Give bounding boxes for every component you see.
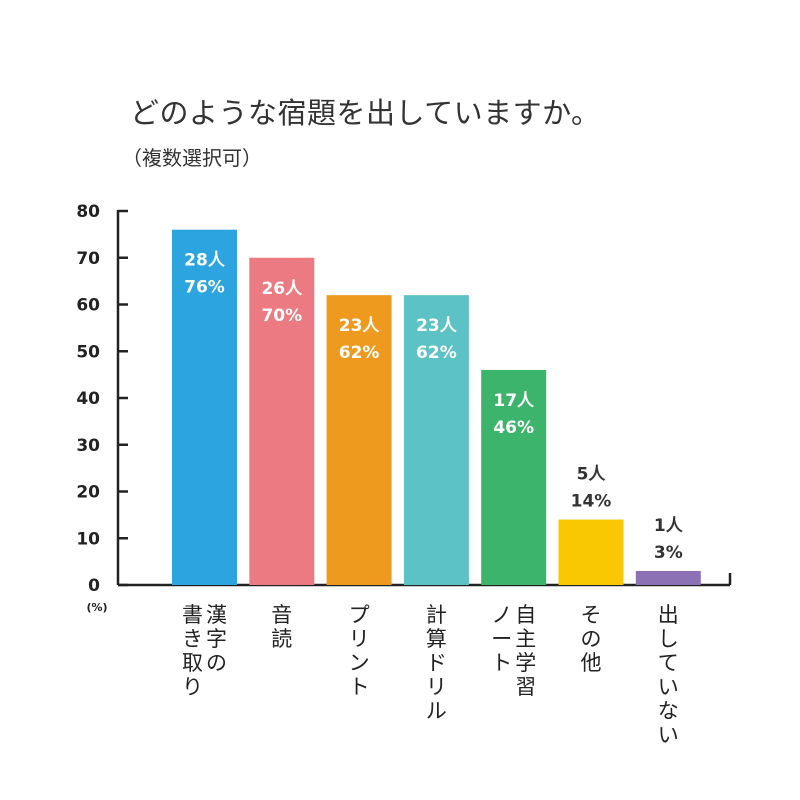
y-unit-label: (%) [86, 601, 107, 614]
category-char: の [581, 627, 602, 651]
data-labels: 28人 76% 26人 70% 23人 62% 23人 62% 17人 46% 5人 14% 1人 3% [184, 251, 684, 563]
category-char: ン [349, 651, 370, 675]
category-label-line: その他 [581, 603, 602, 675]
y-tick-label: 30 [76, 436, 100, 456]
data-label-count: 17人 [493, 391, 535, 411]
category-label-line: 計算ドリル [426, 603, 447, 723]
bar [481, 369, 547, 585]
y-tick-label: 20 [76, 483, 100, 503]
category-char: り [182, 675, 203, 699]
category-label: 音読 [271, 603, 292, 651]
data-label-count: 23人 [339, 316, 381, 336]
category-char: 学 [515, 651, 536, 675]
category-char: リ [349, 627, 370, 651]
category-label-line: 書き取り [182, 603, 203, 699]
category-char: 算 [426, 627, 447, 651]
bar [172, 229, 237, 585]
category-char: 他 [581, 651, 602, 675]
bar [403, 295, 469, 585]
category-char: 字 [206, 627, 227, 651]
category-char: 音 [271, 603, 292, 627]
data-label-percent: 70% [261, 306, 302, 326]
category-char: 出 [658, 603, 679, 627]
category-char: い [658, 723, 679, 747]
data-label-count: 5人 [577, 465, 607, 485]
category-char: ド [426, 651, 447, 675]
data-label-count: 28人 [184, 251, 226, 271]
data-label-count: 1人 [654, 516, 684, 536]
y-tick-label: 40 [76, 389, 100, 409]
category-char: そ [581, 603, 602, 627]
category-label-line: 自主学習 [515, 603, 536, 699]
category-label-line: 出していない [658, 603, 679, 747]
data-label-percent: 62% [339, 343, 380, 363]
category-char: な [658, 699, 679, 723]
category-label: プリント [349, 603, 370, 699]
category-char: ノ [491, 603, 512, 627]
category-char: リ [426, 675, 447, 699]
category-char: 自 [515, 603, 536, 627]
category-char: 漢 [206, 603, 227, 627]
y-tick-label: 80 [76, 202, 100, 222]
category-char: 読 [271, 627, 292, 651]
category-char: ー [491, 627, 512, 651]
category-label-line: 漢字の [206, 603, 227, 675]
bar [635, 570, 701, 585]
data-label-percent: 46% [493, 418, 534, 438]
category-char: 習 [515, 675, 536, 699]
y-tick-label: 70 [76, 249, 100, 269]
category-char: ル [426, 699, 447, 723]
category-char: ト [349, 675, 370, 699]
bar [249, 257, 315, 585]
y-tick-label: 0 [88, 576, 100, 596]
category-char: 書 [182, 603, 203, 627]
y-tick-label: 50 [76, 342, 100, 362]
data-label-percent: 14% [571, 492, 612, 512]
category-label: 出していない [658, 603, 679, 747]
chart-subtitle: （複数選択可） [122, 146, 262, 170]
category-char: い [658, 675, 679, 699]
data-label-percent: 76% [184, 278, 225, 298]
data-label-percent: 3% [654, 543, 683, 563]
category-char: プ [349, 603, 370, 627]
bar [558, 519, 624, 585]
bars [172, 229, 701, 585]
category-char: 取 [182, 651, 203, 675]
category-label-line: 音読 [271, 603, 292, 651]
category-label: 計算ドリル [426, 603, 447, 723]
y-axis-ticks: 0 10 20 30 40 50 60 70 80 (%) [76, 202, 128, 614]
chart-title: どのような宿題を出していますか。 [130, 96, 601, 130]
category-label-line: ノート [491, 603, 512, 675]
data-label-percent: 62% [416, 343, 457, 363]
category-char: 主 [515, 627, 536, 651]
category-char: き [182, 627, 203, 651]
category-label: その他 [581, 603, 602, 675]
category-label-line: プリント [349, 603, 370, 699]
category-char: て [658, 651, 679, 675]
category-char: 計 [426, 603, 447, 627]
category-char: ト [491, 651, 512, 675]
data-label-count: 23人 [416, 316, 458, 336]
y-tick-label: 60 [76, 296, 100, 316]
category-char: の [206, 651, 227, 675]
data-label-count: 26人 [261, 279, 303, 299]
y-tick-label: 10 [76, 529, 100, 549]
category-char: し [658, 627, 679, 651]
bar [326, 295, 392, 585]
